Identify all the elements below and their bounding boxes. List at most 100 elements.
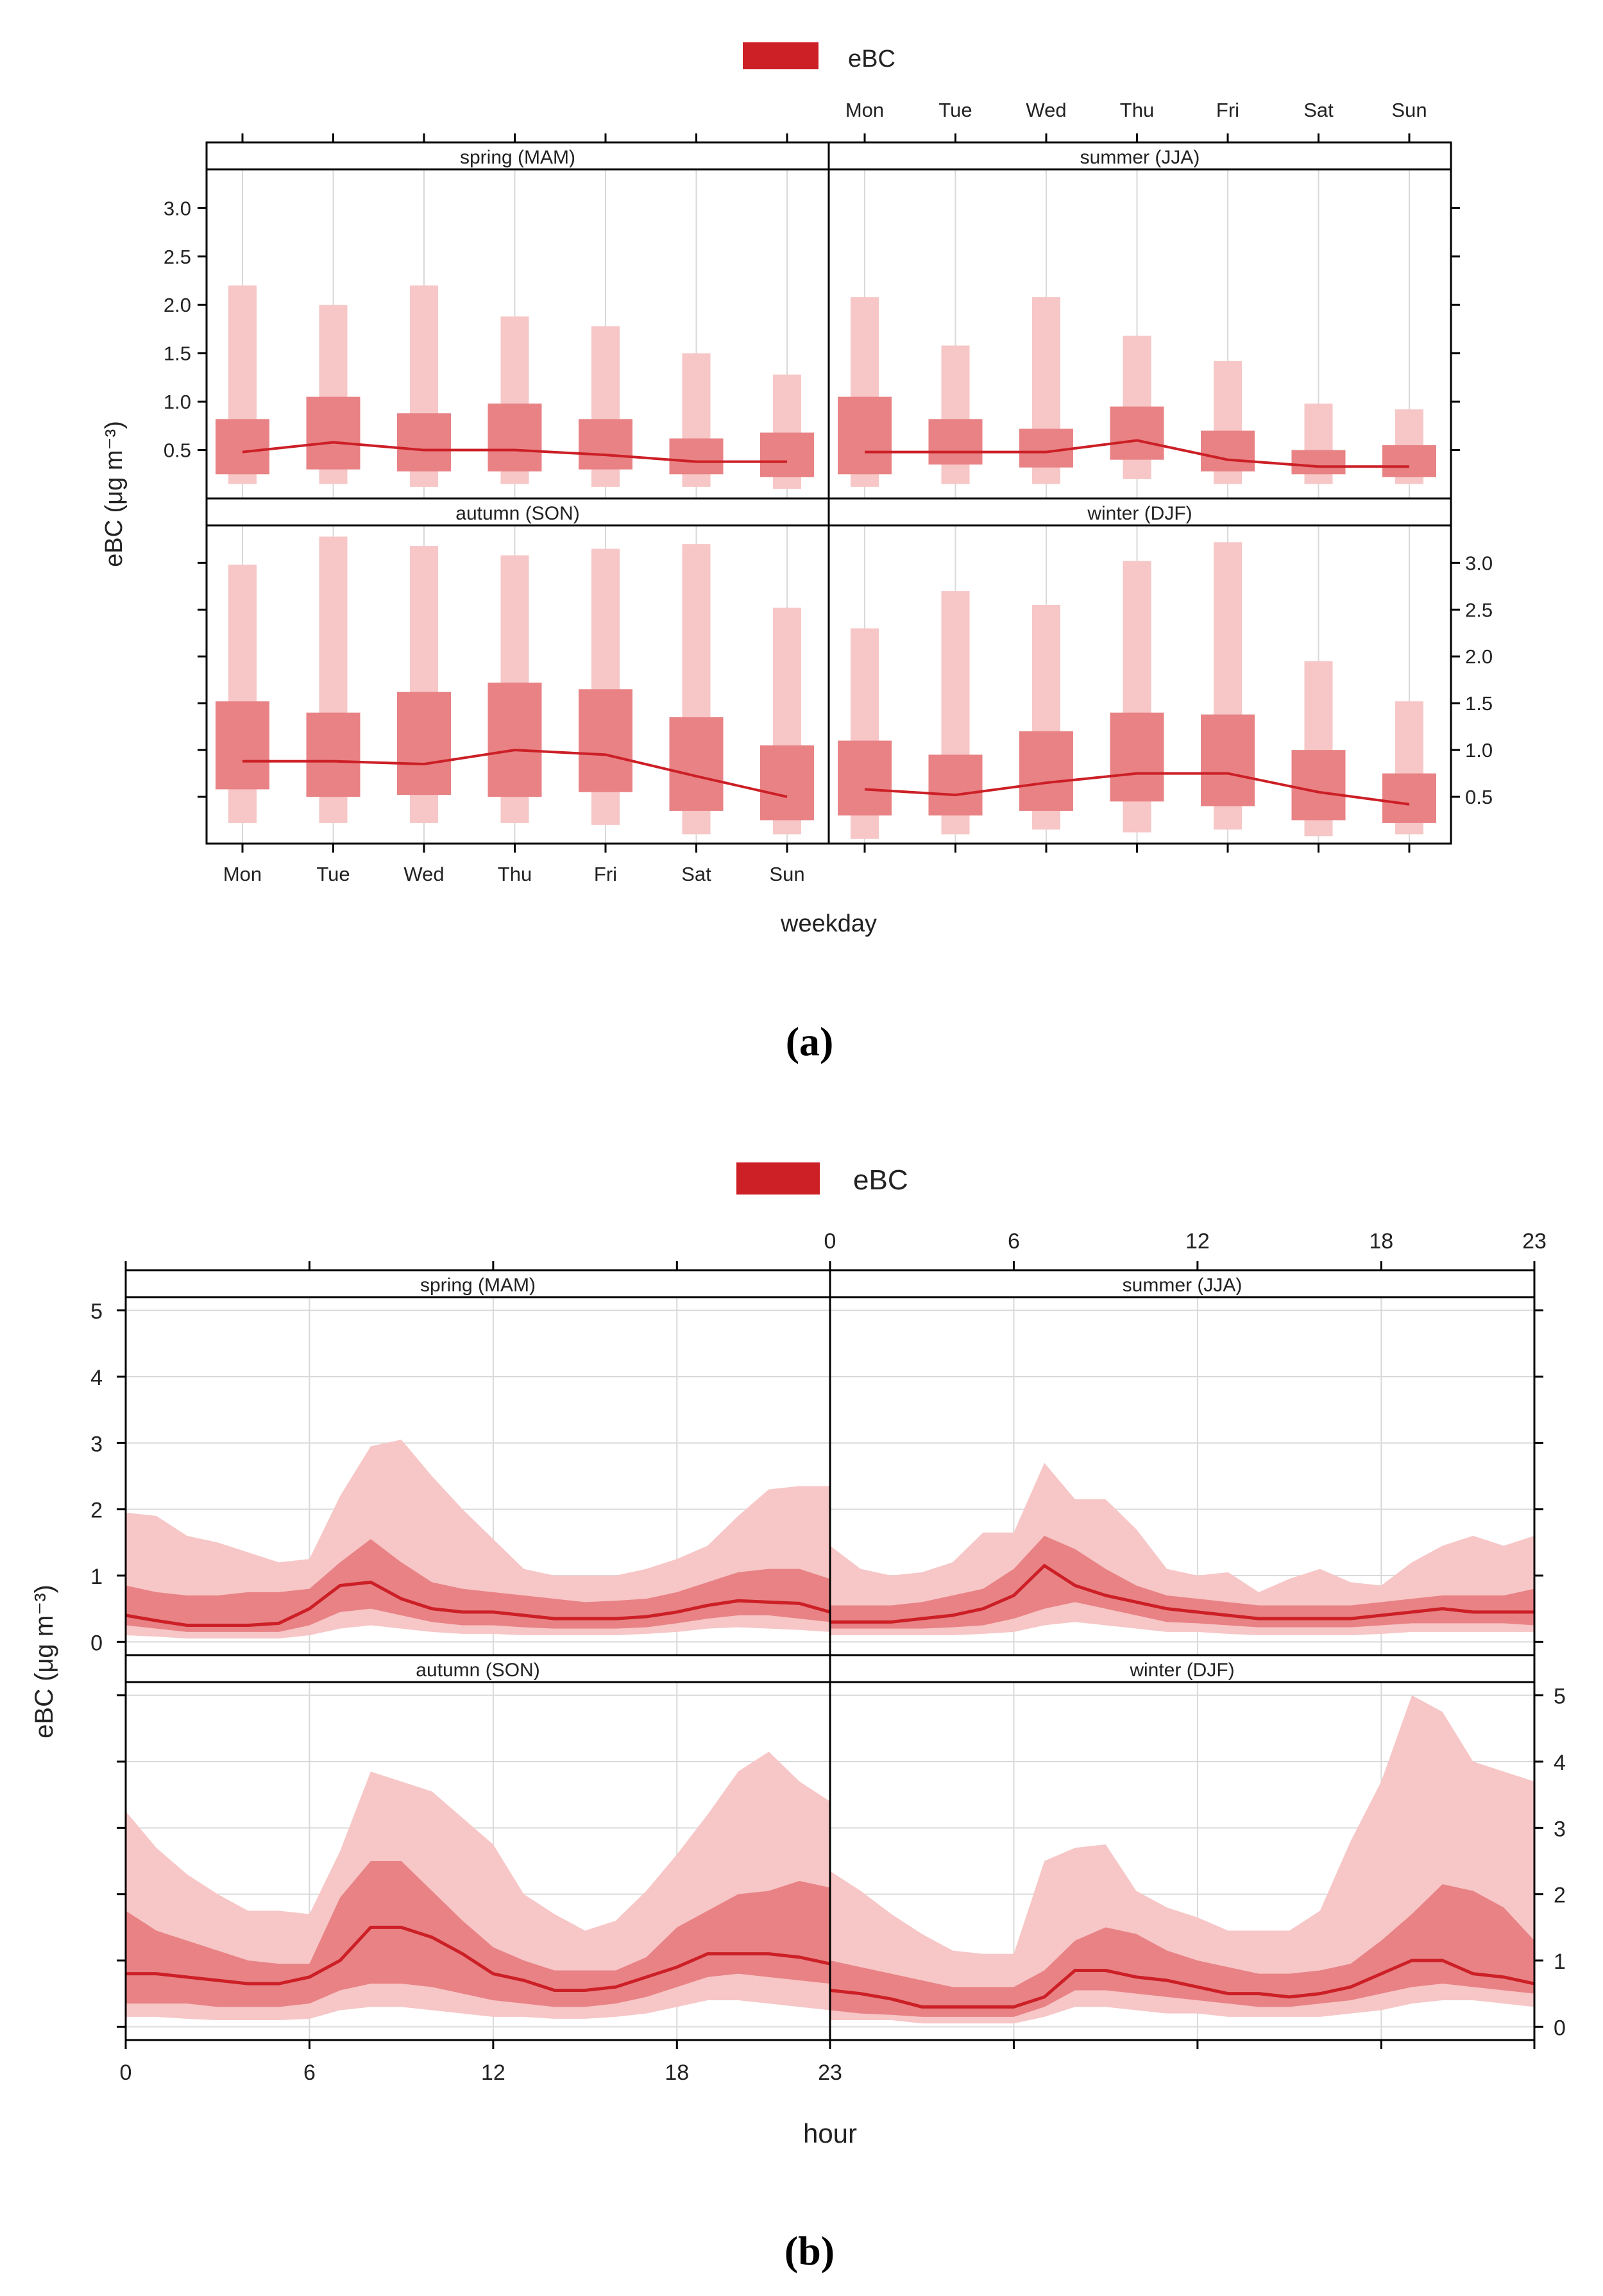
y-tick-label: 0 — [90, 1631, 103, 1655]
facet-summer: summer (JJA) — [829, 1269, 1536, 1655]
facet-spring: spring (MAM) — [205, 141, 830, 498]
y-tick-label: 0.5 — [1465, 786, 1493, 808]
legend-swatch — [743, 42, 818, 69]
p25-p75-band — [126, 1539, 830, 1632]
mean-line — [830, 1563, 1534, 1624]
panel-b: eBC spring (MAM) summer (JJA) autumn (SON) w… — [30, 1162, 1566, 2274]
x-tick-label: 23 — [818, 2061, 842, 2085]
mean-line — [864, 772, 1410, 806]
x-tick-label: Tue — [316, 863, 350, 885]
y-tick-label: 2.0 — [1465, 645, 1493, 668]
inner-range-box — [1019, 429, 1073, 468]
legend-label: eBC — [848, 46, 895, 72]
y-axis-label: eBC (μg m⁻³) — [101, 421, 128, 567]
inner-range-box — [1201, 430, 1255, 472]
y-tick-label: 1.5 — [1465, 692, 1493, 715]
x-tick-label: Sat — [681, 863, 711, 885]
p25-p75-band — [830, 1536, 1534, 1629]
panel-a: eBC spring (MAM) summer (JJA) autumn (SON) w… — [101, 42, 1493, 1064]
facet-autumn: autumn (SON) — [205, 497, 830, 844]
x-tick-label: 18 — [665, 2061, 689, 2085]
inner-range-box — [216, 701, 269, 790]
x-tick-label: 12 — [481, 2061, 505, 2085]
inner-range-box — [1291, 450, 1346, 475]
facet-title: spring (MAM) — [460, 147, 575, 168]
legend: eBC — [736, 1162, 908, 1196]
mean-line — [829, 1959, 1535, 2009]
y-tick-label: 5 — [1554, 1685, 1566, 1709]
p25-p75-band — [126, 1861, 830, 2007]
y-tick-label: 0 — [1554, 2016, 1566, 2040]
x-tick-label: 23 — [1522, 1229, 1547, 1254]
facet-winter: winter (DJF) — [827, 497, 1452, 844]
y-tick-label: 1.5 — [164, 343, 191, 365]
facet-spring: spring (MAM) — [124, 1269, 831, 1655]
x-tick-label: Tue — [938, 99, 972, 121]
inner-range-box — [488, 683, 542, 797]
facet-title: autumn (SON) — [416, 1660, 539, 1681]
inner-range-box — [760, 745, 814, 821]
inner-range-box — [1019, 731, 1073, 811]
facet-title: autumn (SON) — [455, 503, 579, 524]
facet-title: summer (JJA) — [1080, 147, 1200, 168]
y-tick-label: 2.5 — [164, 246, 191, 268]
inner-range-box — [579, 689, 632, 792]
inner-range-box — [397, 692, 451, 795]
inner-range-box — [928, 754, 983, 816]
y-tick-label: 1 — [90, 1565, 103, 1589]
x-tick-label: 18 — [1369, 1229, 1393, 1254]
inner-range-box — [306, 712, 360, 797]
inner-range-box — [1382, 773, 1436, 823]
inner-range-box — [838, 740, 892, 816]
y-tick-label: 4 — [90, 1366, 103, 1390]
mean-line — [865, 439, 1409, 468]
p05-p95-band — [126, 1440, 830, 1639]
x-tick-label: 6 — [303, 2061, 316, 2085]
x-axis-label: hour — [803, 2118, 857, 2148]
y-tick-label: 4 — [1554, 1751, 1566, 1775]
inner-range-box — [1291, 750, 1346, 821]
facet-summer: summer (JJA) — [827, 141, 1452, 498]
mean-line — [242, 749, 788, 799]
inner-range-box — [669, 438, 724, 475]
panel-caption: (b) — [785, 2228, 835, 2274]
x-tick-label: Wed — [403, 863, 444, 885]
x-tick-label: 0 — [824, 1229, 836, 1254]
y-tick-label: 1.0 — [1465, 739, 1493, 761]
y-tick-label: 5 — [90, 1300, 103, 1324]
inner-range-box — [1382, 445, 1436, 477]
y-tick-label: 2.0 — [164, 294, 191, 316]
inner-range-box — [397, 413, 451, 472]
x-tick-label: Mon — [845, 99, 884, 121]
inner-range-box — [306, 396, 360, 470]
facet-title: winter (DJF) — [1129, 1660, 1234, 1681]
y-tick-label: 2.5 — [1465, 599, 1493, 621]
inner-range-box — [928, 419, 983, 465]
x-axis-label: weekday — [780, 910, 877, 937]
y-tick-label: 1 — [1554, 1950, 1566, 1974]
x-tick-label: 6 — [1008, 1229, 1020, 1254]
facet-title: winter (DJF) — [1087, 503, 1192, 524]
panel-caption: (a) — [786, 1019, 834, 1064]
inner-range-box — [760, 432, 814, 477]
x-tick-label: Fri — [1216, 99, 1239, 121]
legend-swatch — [736, 1162, 820, 1195]
inner-range-box — [488, 404, 542, 472]
x-tick-label: Sat — [1303, 99, 1334, 121]
inner-range-box — [579, 419, 632, 470]
facet-winter: winter (DJF) — [829, 1654, 1536, 2040]
x-tick-label: Fri — [594, 863, 617, 885]
x-tick-label: 12 — [1185, 1229, 1210, 1254]
strip — [827, 141, 1452, 171]
mean-line — [125, 1580, 831, 1627]
x-tick-label: 0 — [120, 2061, 132, 2085]
facet-title: summer (JJA) — [1123, 1275, 1243, 1296]
y-tick-label: 2 — [1554, 1884, 1566, 1908]
x-tick-label: Sun — [1391, 99, 1427, 121]
facet-title: spring (MAM) — [420, 1275, 536, 1296]
y-tick-label: 3 — [90, 1432, 103, 1456]
y-tick-label: 3.0 — [164, 197, 191, 219]
x-tick-label: Wed — [1026, 99, 1066, 121]
mean-line — [242, 441, 787, 463]
